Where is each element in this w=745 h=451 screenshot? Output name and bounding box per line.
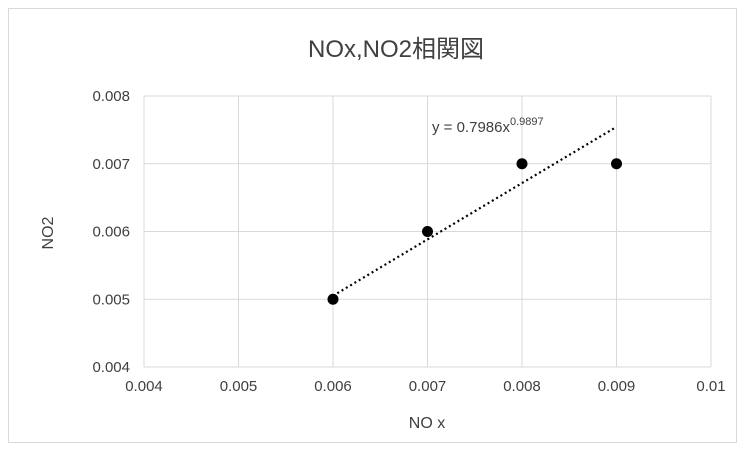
x-tick-label: 0.004	[125, 378, 163, 395]
x-tick-label: 0.006	[314, 378, 352, 395]
data-point	[611, 158, 622, 170]
y-tick-label: 0.006	[92, 224, 130, 241]
y-tick-labels: 0.004 0.005 0.006 0.007 0.008	[92, 88, 130, 376]
y-tick-label: 0.004	[92, 359, 130, 376]
chart-area	[8, 8, 737, 443]
x-tick-label: 0.005	[220, 378, 258, 395]
y-tick-label: 0.005	[92, 291, 130, 308]
y-axis-title: NO2	[40, 216, 57, 249]
data-point	[516, 158, 528, 170]
trendline-equation: y = 0.7986x0.9897	[432, 116, 544, 136]
x-tick-label: 0.008	[503, 378, 541, 395]
data-point	[327, 293, 339, 305]
x-tick-label: 0.007	[409, 378, 447, 395]
x-tick-labels: 0.004 0.005 0.006 0.007 0.008 0.009 0.01	[125, 378, 725, 395]
equation-exponent: 0.9897	[510, 116, 544, 128]
y-tick-label: 0.008	[92, 88, 130, 105]
trendline	[332, 125, 618, 297]
x-tick-label: 0.01	[696, 378, 725, 395]
y-tick-label: 0.007	[92, 156, 130, 173]
x-axis-title: NO x	[409, 415, 445, 432]
x-tick-label: 0.009	[598, 378, 636, 395]
chart-title: NOx,NO2相関図	[308, 36, 484, 63]
data-points	[327, 158, 622, 305]
data-point	[422, 226, 433, 237]
equation-base: y = 0.7986x	[432, 119, 510, 136]
